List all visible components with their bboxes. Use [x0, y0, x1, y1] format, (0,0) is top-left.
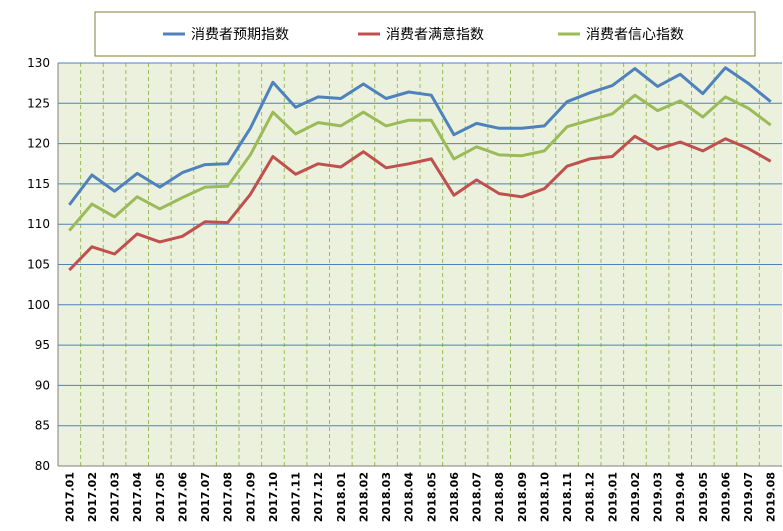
- x-tick-label: 2018.10: [538, 472, 551, 522]
- y-tick-label: 85: [35, 419, 50, 433]
- legend-label: 消费者预期指数: [191, 27, 289, 43]
- x-tick-label: 2018.08: [493, 472, 506, 522]
- x-tick-label: 2018.03: [380, 472, 393, 522]
- x-tick-label: 2019.08: [765, 472, 778, 522]
- y-axis-tick-labels: 80 85 90 95 100 105 110 115 120 125 130: [27, 56, 50, 473]
- x-tick-label: 2017.06: [176, 472, 189, 522]
- x-tick-label: 2017.04: [131, 472, 144, 522]
- x-tick-label: 2017.09: [244, 472, 257, 522]
- series-line: [68, 93, 772, 232]
- y-tick-label: 130: [27, 56, 50, 70]
- x-tick-label: 2017.07: [199, 472, 212, 522]
- x-tick-label: 2017.01: [63, 472, 76, 522]
- series-lines: [68, 66, 772, 272]
- y-tick-label: 95: [35, 338, 50, 352]
- x-tick-label: 2018.05: [425, 472, 438, 522]
- legend-label: 消费者信心指数: [586, 27, 684, 43]
- x-tick-label: 2018.12: [584, 472, 597, 522]
- x-tick-label: 2018.02: [357, 472, 370, 522]
- y-tick-label: 125: [27, 96, 50, 110]
- x-tick-label: 2018.01: [335, 472, 348, 522]
- x-tick-label: 2018.06: [448, 472, 461, 522]
- x-tick-label: 2017.02: [86, 472, 99, 522]
- horizontal-gridlines: [58, 62, 782, 427]
- x-tick-label: 2018.07: [471, 472, 484, 522]
- y-tick-label: 100: [27, 298, 50, 312]
- x-tick-label: 2018.09: [516, 472, 529, 522]
- y-tick-label: 90: [35, 378, 50, 392]
- x-tick-label: 2017.03: [109, 472, 122, 522]
- x-axis-tick-labels: 2017.01 2017.02 2017.03 2017.04 2017.05 2017.…: [63, 472, 777, 522]
- legend-label: 消费者满意指数: [386, 26, 484, 43]
- x-tick-label: 2019.01: [606, 472, 619, 522]
- x-tick-label: 2017.12: [312, 472, 325, 522]
- y-tick-label: 105: [27, 258, 50, 272]
- y-tick-label: 120: [27, 137, 50, 151]
- x-tick-label: 2017.08: [222, 472, 235, 522]
- x-tick-label: 2017.11: [290, 472, 303, 522]
- series-line: [68, 66, 772, 206]
- x-tick-label: 2019.07: [742, 472, 755, 522]
- x-tick-label: 2019.05: [697, 472, 710, 522]
- x-tick-label: 2017.05: [154, 472, 167, 522]
- y-tick-label: 80: [35, 459, 50, 473]
- legend-box: [94, 11, 756, 57]
- y-tick-label: 110: [27, 217, 50, 231]
- series-line: [68, 134, 772, 272]
- x-tick-label: 2019.06: [719, 472, 732, 522]
- x-tick-label: 2018.11: [561, 472, 574, 522]
- x-tick-label: 2019.04: [674, 472, 687, 522]
- x-tick-label: 2018.04: [403, 472, 416, 522]
- x-tick-label: 2019.02: [629, 472, 642, 522]
- legend: 消费者预期指数 消费者满意指数 消费者信心指数: [163, 26, 684, 43]
- x-tick-label: 2017.10: [267, 472, 280, 522]
- y-tick-label: 115: [27, 177, 50, 191]
- x-tick-label: 2019.03: [652, 472, 665, 522]
